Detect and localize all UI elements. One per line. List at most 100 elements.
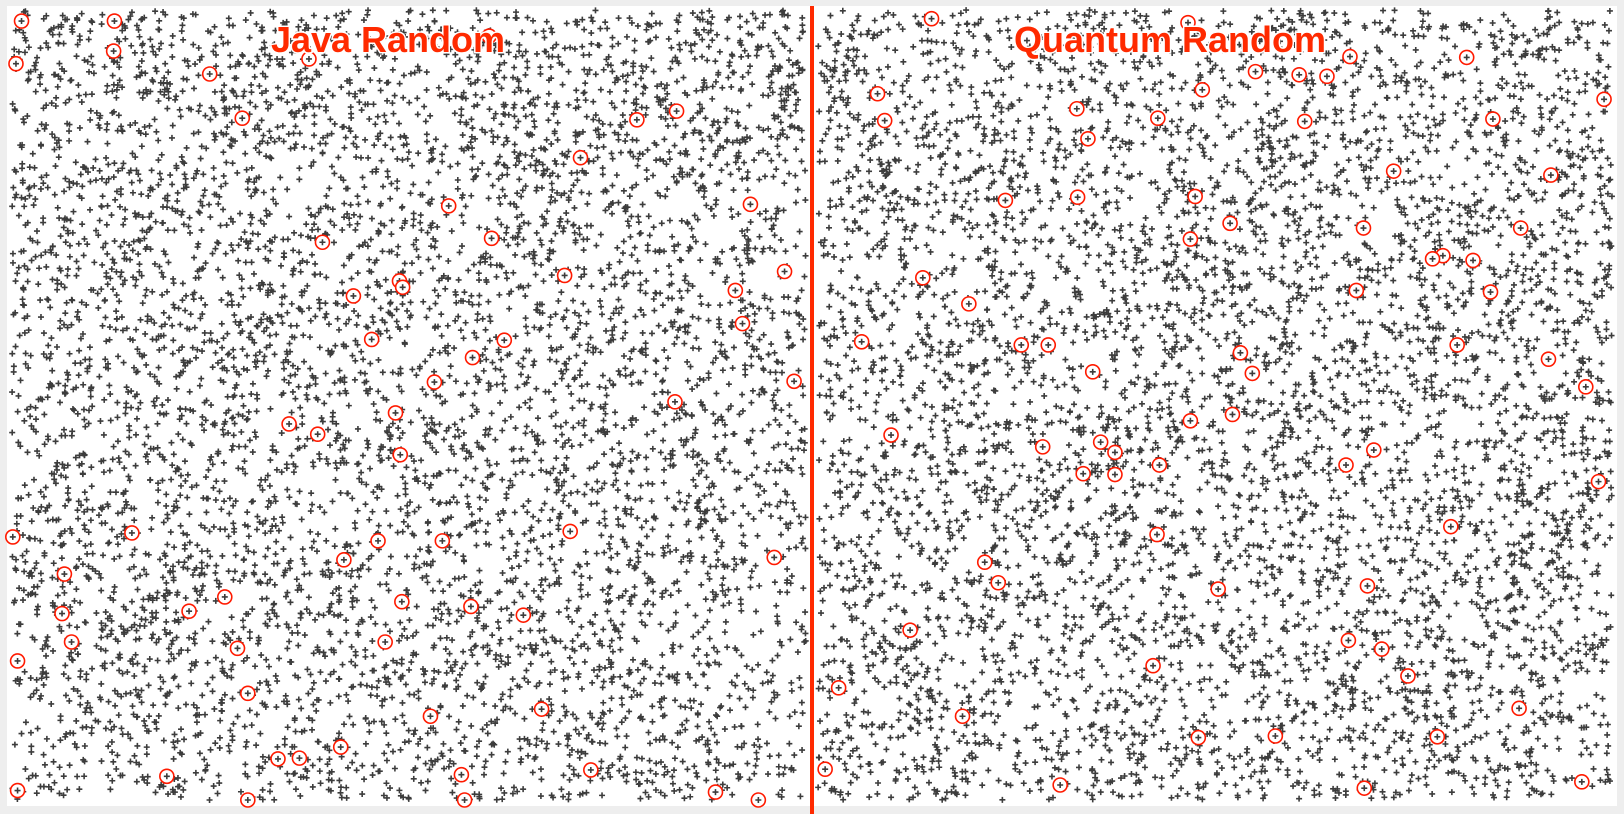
- scatter-point: [55, 154, 62, 161]
- scatter-point: [590, 116, 597, 123]
- scatter-point: [336, 777, 343, 784]
- scatter-point: [88, 730, 95, 737]
- scatter-point: [245, 315, 252, 322]
- scatter-point: [447, 25, 454, 32]
- scatter-point: [438, 610, 445, 617]
- scatter-point: [704, 57, 711, 64]
- scatter-point: [75, 240, 82, 247]
- scatter-point: [155, 157, 162, 164]
- scatter-point: [154, 499, 161, 506]
- scatter-point: [565, 68, 572, 75]
- scatter-point: [560, 498, 567, 505]
- scatter-point: [486, 313, 493, 320]
- scatter-point: [336, 326, 343, 333]
- scatter-point: [329, 498, 336, 505]
- scatter-point: [581, 26, 588, 33]
- scatter-point: [698, 9, 705, 16]
- scatter-point: [246, 628, 253, 635]
- scatter-point: [307, 317, 314, 324]
- scatter-point: [220, 459, 227, 466]
- scatter-point: [132, 651, 139, 658]
- scatter-point: [599, 171, 606, 178]
- scatter-point: [558, 375, 565, 382]
- scatter-point: [606, 707, 613, 714]
- scatter-point: [393, 306, 400, 313]
- scatter-point: [215, 266, 222, 273]
- scatter-point: [15, 439, 22, 446]
- scatter-point: [229, 160, 236, 167]
- scatter-point: [32, 59, 39, 66]
- scatter-point: [622, 588, 629, 595]
- scatter-point: [21, 417, 28, 424]
- scatter-point: [684, 766, 691, 773]
- scatter-point: [111, 723, 118, 730]
- scatter-point: [267, 457, 274, 464]
- scatter-point: [302, 65, 309, 72]
- scatter-point: [56, 31, 63, 38]
- scatter-point: [197, 155, 204, 162]
- scatter-point: [323, 455, 330, 462]
- scatter-point: [669, 233, 676, 240]
- scatter-point: [532, 271, 539, 278]
- scatter-point: [292, 141, 299, 148]
- scatter-point: [179, 297, 186, 304]
- scatter-point: [361, 370, 368, 377]
- scatter-point: [576, 754, 583, 761]
- scatter-point: [63, 730, 70, 737]
- scatter-point: [471, 390, 478, 397]
- scatter-point: [143, 744, 150, 751]
- scatter-point: [584, 71, 591, 78]
- scatter-point: [562, 712, 569, 719]
- scatter-point: [495, 663, 502, 670]
- scatter-point: [774, 691, 781, 698]
- scatter-point: [564, 218, 571, 225]
- scatter-point: [375, 388, 382, 395]
- scatter-point: [746, 102, 753, 109]
- scatter-point: [161, 91, 168, 98]
- scatter-point: [48, 100, 55, 107]
- scatter-point: [724, 644, 731, 651]
- scatter-point: [188, 442, 195, 449]
- scatter-point: [348, 643, 355, 650]
- scatter-point: [287, 322, 294, 329]
- scatter-point: [119, 281, 126, 288]
- scatter-point: [586, 51, 593, 58]
- scatter-point: [599, 586, 606, 593]
- scatter-point: [56, 399, 63, 406]
- scatter-point: [532, 29, 539, 36]
- scatter-point: [699, 137, 706, 144]
- scatter-point: [218, 88, 225, 95]
- scatter-point: [443, 7, 450, 14]
- scatter-point: [153, 395, 160, 402]
- scatter-point: [573, 87, 580, 94]
- scatter-point: [468, 116, 475, 123]
- scatter-point: [503, 134, 510, 141]
- scatter-point: [85, 529, 92, 536]
- scatter-point: [429, 680, 436, 687]
- scatter-point: [326, 442, 333, 449]
- scatter-point: [618, 695, 625, 702]
- scatter-point: [519, 363, 526, 370]
- scatter-point: [555, 741, 562, 748]
- scatter-point: [772, 402, 779, 409]
- scatter-point: [184, 494, 191, 501]
- scatter-point: [235, 301, 242, 308]
- scatter-point: [303, 391, 310, 398]
- scatter-point: [699, 36, 706, 43]
- scatter-point: [488, 741, 495, 748]
- scatter-point: [400, 794, 407, 801]
- scatter-point: [95, 232, 102, 239]
- scatter-point: [290, 469, 297, 476]
- scatter-point: [685, 518, 692, 525]
- scatter-point: [221, 631, 228, 638]
- scatter-point: [178, 647, 185, 654]
- scatter-point: [274, 678, 281, 685]
- scatter-point: [557, 556, 564, 563]
- scatter-point: [59, 583, 66, 590]
- scatter-point: [79, 331, 86, 338]
- scatter-point: [62, 692, 69, 699]
- scatter-point: [287, 750, 294, 757]
- scatter-point: [769, 672, 776, 679]
- scatter-point: [602, 740, 609, 747]
